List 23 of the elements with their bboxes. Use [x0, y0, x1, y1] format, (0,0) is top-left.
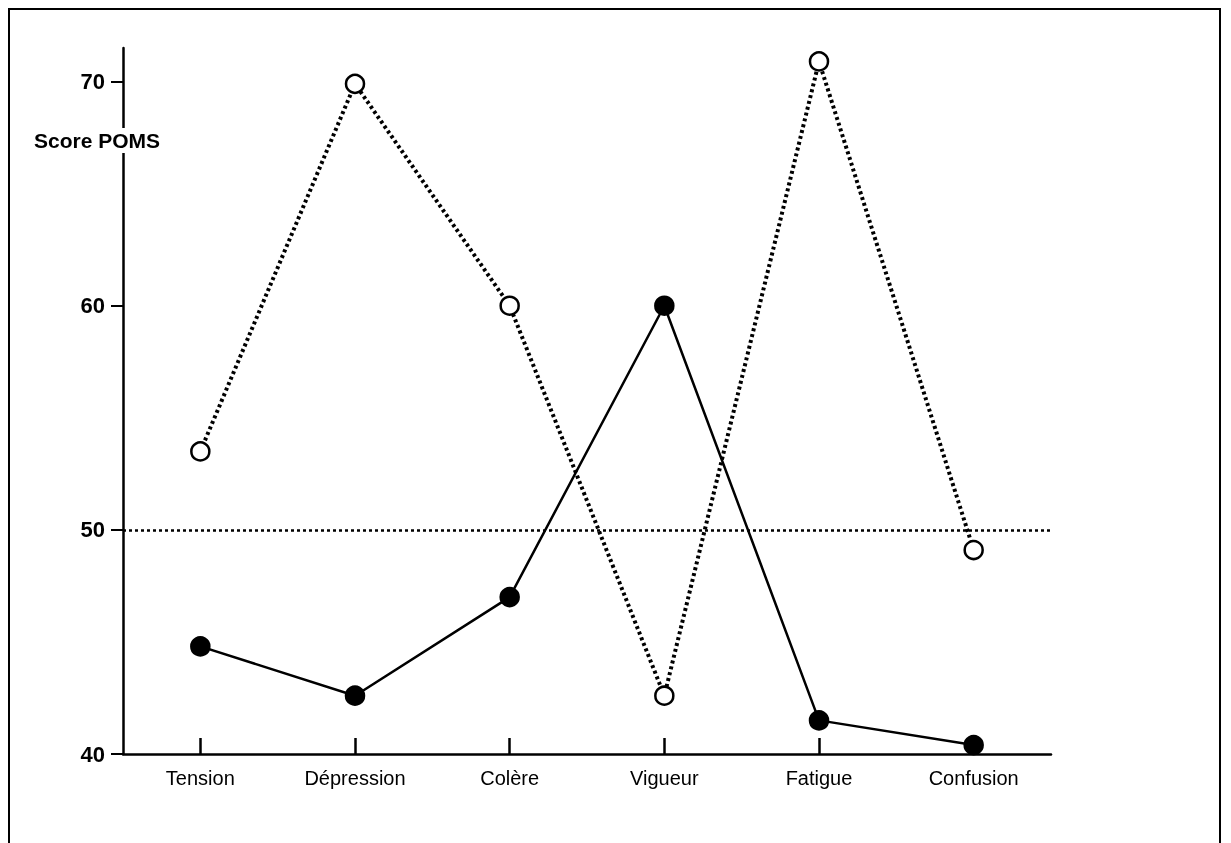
point: [963, 539, 984, 561]
x-tick-label: Fatigue: [785, 767, 853, 789]
point: [190, 441, 211, 462]
y-tick-label: 60: [80, 293, 105, 319]
point: [190, 636, 211, 657]
x-tick-label: Dépression: [304, 767, 406, 789]
y-tick-label: 70: [80, 69, 105, 95]
point: [654, 685, 675, 706]
x-tick-label: Vigueur: [630, 767, 699, 789]
point: [344, 73, 366, 95]
x-tick-label: Tension: [165, 767, 235, 789]
point: [499, 586, 520, 608]
y-tick-label: 40: [80, 741, 105, 767]
y-tick-label: 50: [80, 517, 105, 543]
x-tick-label: Colère: [480, 767, 540, 789]
y-axis-title: Score POMS: [34, 129, 161, 152]
point: [499, 295, 520, 316]
x-tick-label: Confusion: [928, 767, 1019, 789]
point: [963, 734, 984, 756]
point: [808, 51, 830, 72]
point: [654, 295, 675, 316]
point: [344, 685, 366, 706]
point: [808, 710, 830, 731]
